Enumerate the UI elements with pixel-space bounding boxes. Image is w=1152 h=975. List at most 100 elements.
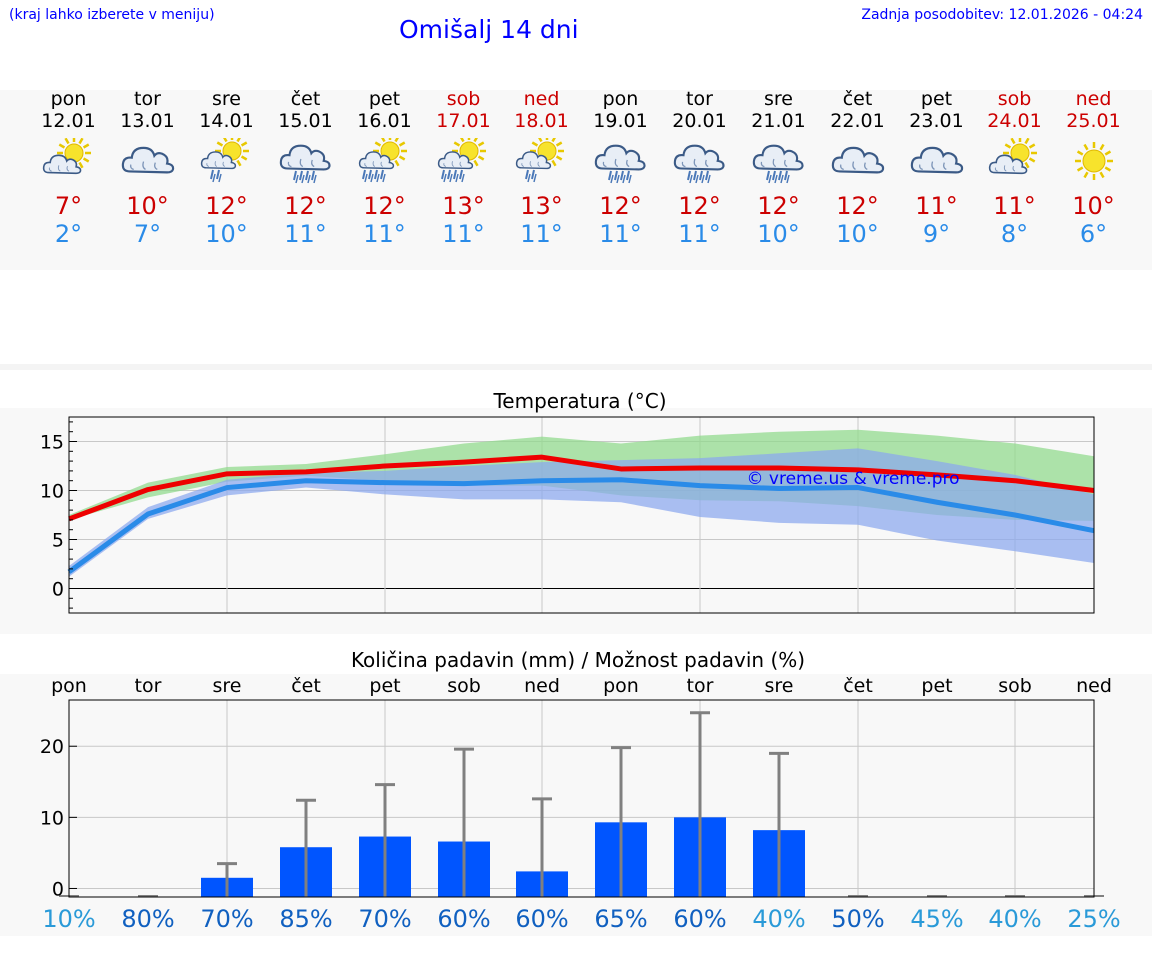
day-date: 18.01 [514,110,569,132]
day-date: 17.01 [436,110,491,132]
precipitation-y-tick-label: 20 [40,736,64,758]
day-tile: sre 21.01 12° 10° [739,88,818,248]
temperature-y-tick-label: 5 [52,530,64,552]
day-tile: pon 12.01 7° 2° [29,88,108,248]
max-temperature: 10° [126,192,169,220]
precipitation-probability: 60% [515,905,568,933]
min-temperature: 11° [363,220,406,248]
temperature-y-tick-label: 15 [40,432,64,454]
day-name: tor [686,88,713,110]
location-hint-link[interactable]: (kraj lahko izberete v meniju) [9,7,215,23]
min-temperature: 10° [205,220,248,248]
precipitation-day-label: ned [524,675,560,697]
precipitation-probability: 25% [1067,905,1120,933]
day-date: 23.01 [909,110,964,132]
precipitation-day-label: sre [765,675,794,697]
sun-cloud-rain-icon [436,138,492,184]
cloud-rain-icon [672,138,728,184]
cloud-rain-icon [751,138,807,184]
min-temperature: 11° [678,220,721,248]
watermark-text: © vreme.us & vreme.pro [746,469,959,489]
max-temperature: 12° [757,192,800,220]
precipitation-day-label: sob [998,675,1032,697]
min-temperature: 11° [442,220,485,248]
precipitation-day-label: čet [291,675,321,697]
max-temperature: 12° [284,192,327,220]
day-tile: čet 22.01 12° 10° [818,88,897,248]
day-date: 15.01 [278,110,333,132]
last-updated: Zadnja posodobitev: 12.01.2026 - 04:24 [861,7,1143,23]
min-temperature: 11° [284,220,327,248]
precipitation-day-label: sre [213,675,242,697]
day-name: čet [290,88,321,110]
min-temperature: 7° [133,220,162,248]
day-name: ned [1075,88,1112,110]
precipitation-day-label: pet [369,675,400,697]
day-tile: ned 18.01 13° 11° [502,88,581,248]
max-temperature: 12° [205,192,248,220]
precipitation-probability: 80% [121,905,174,933]
day-tile: ned 25.01 10° 6° [1054,88,1133,248]
max-temperature: 7° [54,192,83,220]
day-tile: sob 24.01 11° 8° [975,88,1054,248]
day-name: sob [997,88,1032,110]
cloudy-icon [909,138,965,184]
day-date: 20.01 [672,110,727,132]
day-name: tor [134,88,161,110]
precipitation-probability: 40% [988,905,1041,933]
precipitation-day-label: pon [603,675,639,697]
cloud-rain-icon [593,138,649,184]
precipitation-chart-title: Količina padavin (mm) / Možnost padavin … [351,648,805,672]
day-tile: pon 19.01 12° 11° [581,88,660,248]
max-temperature: 11° [915,192,958,220]
precipitation-day-label: sob [447,675,481,697]
min-temperature: 8° [1000,220,1029,248]
day-name: pon [602,88,639,110]
max-temperature: 11° [993,192,1036,220]
sun-cloud-rain-icon [357,138,413,184]
precipitation-day-label: pet [921,675,952,697]
day-tile: sob 17.01 13° 11° [424,88,503,248]
sun-cloud-light-rain-icon [514,138,570,184]
precipitation-probability: 10% [42,905,95,933]
page-title: Omišalj 14 dni [399,15,579,44]
precipitation-day-label: tor [135,675,162,697]
sun-cloud-icon [41,138,97,184]
precipitation-chart: Količina padavin (mm) / Možnost padavin … [40,648,1121,933]
day-date: 21.01 [751,110,806,132]
day-date: 14.01 [199,110,254,132]
precipitation-probability: 45% [910,905,963,933]
day-name: pet [368,88,401,110]
sun-icon [1066,138,1122,184]
min-temperature: 9° [922,220,951,248]
day-tile: tor 13.01 10° 7° [108,88,187,248]
day-date: 16.01 [357,110,412,132]
daily-forecast: pon 12.01 7° 2° tor 13.01 10° 7° sre 14.01 12° 1… [0,0,1152,270]
day-date: 12.01 [41,110,96,132]
precipitation-probability: 60% [673,905,726,933]
max-temperature: 13° [442,192,485,220]
min-temperature: 10° [757,220,800,248]
min-temperature: 10° [836,220,879,248]
day-date: 24.01 [987,110,1042,132]
max-temperature: 12° [678,192,721,220]
min-temperature: 2° [54,220,83,248]
day-tile: sre 14.01 12° 10° [187,88,266,248]
min-temperature: 11° [520,220,563,248]
precipitation-day-label: čet [843,675,873,697]
temperature-y-tick-label: 0 [52,579,64,601]
day-tile: pet 23.01 11° 9° [897,88,976,248]
temperature-y-tick-label: 10 [40,481,64,503]
day-name: pet [920,88,953,110]
sun-cloud-icon [987,138,1043,184]
day-date: 22.01 [830,110,885,132]
day-tile: pet 16.01 12° 11° [345,88,424,248]
precipitation-probability: 70% [358,905,411,933]
day-name: sre [764,88,793,110]
day-date: 13.01 [120,110,175,132]
precipitation-probability: 50% [831,905,884,933]
separator-band [0,364,1152,370]
day-date: 25.01 [1066,110,1121,132]
cloud-rain-icon [278,138,334,184]
temperature-chart-title: Temperatura (°C) [492,389,666,413]
